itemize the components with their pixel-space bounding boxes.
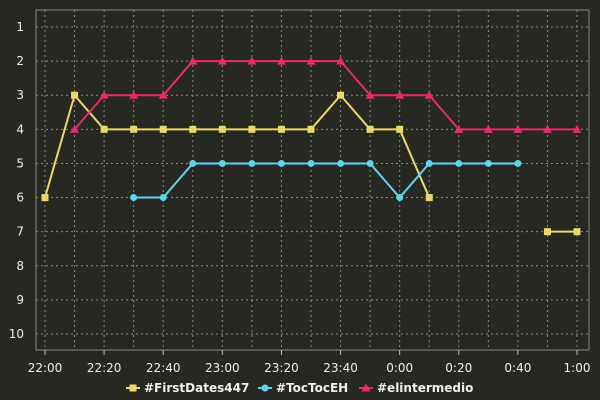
- series-lines: [41, 56, 582, 236]
- legend-swatch-marker: [361, 383, 371, 392]
- data-point: [248, 125, 256, 133]
- grid-lines: [36, 10, 589, 350]
- data-point: [158, 90, 168, 99]
- x-tick-label: 22:40: [146, 361, 181, 375]
- x-tick-label: 22:20: [87, 361, 122, 375]
- data-point: [71, 91, 79, 99]
- legend-swatch-marker: [129, 384, 137, 392]
- legend-item: #TocTocEH: [258, 381, 348, 395]
- data-point: [277, 159, 285, 167]
- data-point: [483, 124, 493, 133]
- series-line: [73, 60, 577, 131]
- data-point: [277, 125, 285, 133]
- legend-label: #elintermedio: [377, 381, 473, 395]
- data-point: [189, 159, 197, 167]
- data-point: [542, 124, 552, 133]
- legend-item: #elintermedio: [359, 381, 473, 395]
- plot-frame: [35, 9, 590, 351]
- data-point: [130, 125, 138, 133]
- data-point: [454, 124, 464, 133]
- data-point: [217, 56, 227, 65]
- data-point: [514, 159, 522, 167]
- x-tick-label: 0:40: [504, 361, 531, 375]
- data-point: [396, 194, 404, 202]
- data-point: [130, 194, 138, 202]
- series-0: [41, 91, 581, 236]
- y-tick-label: 1: [16, 20, 24, 34]
- x-tick-label: 23:40: [323, 361, 358, 375]
- y-tick-label: 3: [16, 88, 24, 102]
- data-point: [484, 159, 492, 167]
- data-point: [336, 56, 346, 65]
- y-axis-ticks: 1 2 3 4 5 6 7 8 9 10: [9, 20, 24, 341]
- data-point: [100, 125, 108, 133]
- y-tick-label: 7: [16, 225, 24, 239]
- data-point: [247, 56, 257, 65]
- data-point: [307, 159, 315, 167]
- data-point: [572, 124, 582, 133]
- data-point: [366, 125, 374, 133]
- x-axis-ticks: 22:00 22:20 22:40 23:00 23:20 23:40 0:00 0:20 0:…: [28, 350, 591, 375]
- legend-item: #FirstDates447: [126, 381, 249, 395]
- y-tick-label: 6: [16, 191, 24, 205]
- data-point: [306, 56, 316, 65]
- data-point: [129, 90, 139, 99]
- data-point: [188, 56, 198, 65]
- data-point: [218, 125, 226, 133]
- y-tick-label: 5: [16, 156, 24, 170]
- series-line: [133, 162, 518, 199]
- data-point: [159, 125, 167, 133]
- x-tick-label: 0:20: [445, 361, 472, 375]
- data-point: [159, 194, 167, 202]
- data-point: [424, 90, 434, 99]
- series-line: [44, 94, 431, 198]
- data-point: [425, 159, 433, 167]
- x-tick-label: 1:00: [564, 361, 591, 375]
- legend-label: #TocTocEH: [276, 381, 348, 395]
- data-point: [337, 159, 345, 167]
- data-point: [70, 124, 80, 133]
- data-point: [337, 91, 345, 99]
- series-2: [70, 56, 582, 133]
- data-point: [99, 90, 109, 99]
- legend-swatch-marker: [261, 384, 269, 392]
- data-point: [365, 90, 375, 99]
- data-point: [396, 125, 404, 133]
- data-point: [307, 125, 315, 133]
- x-tick-label: 0:00: [386, 361, 413, 375]
- data-point: [248, 159, 256, 167]
- y-tick-label: 4: [16, 122, 24, 136]
- data-point: [395, 90, 405, 99]
- x-tick-label: 23:20: [264, 361, 299, 375]
- data-point: [573, 228, 581, 236]
- data-point: [513, 124, 523, 133]
- data-point: [455, 159, 463, 167]
- x-tick-label: 22:00: [28, 361, 63, 375]
- data-point: [543, 228, 551, 236]
- data-point: [366, 159, 374, 167]
- data-point: [276, 56, 286, 65]
- data-point: [41, 194, 49, 202]
- y-tick-label: 10: [9, 327, 24, 341]
- legend-label: #FirstDates447: [144, 381, 249, 395]
- x-tick-label: 23:00: [205, 361, 240, 375]
- y-tick-label: 2: [16, 54, 24, 68]
- legend: #FirstDates447 #TocTocEH #elintermedio: [126, 381, 473, 395]
- y-tick-label: 9: [16, 293, 24, 307]
- data-point: [189, 125, 197, 133]
- y-tick-label: 8: [16, 259, 24, 273]
- series-1: [130, 159, 522, 202]
- data-point: [425, 194, 433, 202]
- data-point: [218, 159, 226, 167]
